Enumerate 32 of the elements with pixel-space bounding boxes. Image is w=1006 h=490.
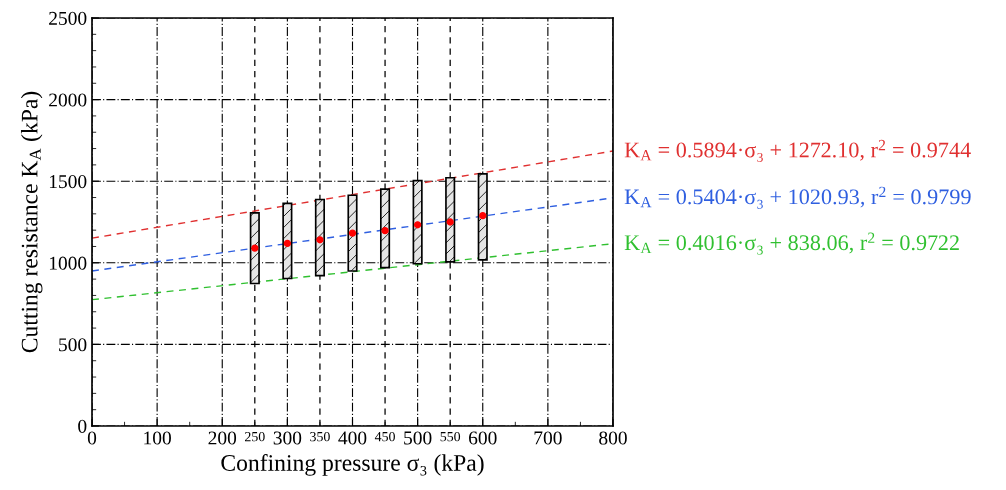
point	[479, 211, 487, 220]
ref-line-label: 250	[245, 431, 265, 442]
y-tick-label: 1500	[49, 175, 87, 189]
point	[283, 239, 292, 248]
point	[348, 229, 357, 237]
series-label: K$_{A}$ = 0.5894·σ₃ + 1272.10, r$^{2}$ = 0.9744	[624, 139, 971, 162]
x-axis-title: Confining pressure σ₃ (kPa)	[221, 454, 484, 476]
y-tick-label: 2000	[49, 93, 87, 107]
point	[446, 218, 454, 226]
point	[381, 227, 389, 235]
series-label: K$_{A}$ = 0.5404·σ₃ + 1020.93, r$^{2}$ = 0.9799	[624, 186, 971, 209]
ref-line-label: 350	[310, 431, 330, 442]
y-axis-title: Cutting resistance K$_{A}$ (kPa)	[20, 91, 43, 353]
point	[413, 221, 422, 229]
x-tick-label: 400	[338, 431, 367, 445]
point	[316, 236, 324, 244]
y-tick-label: 0	[78, 419, 87, 433]
x-tick-label: 200	[208, 431, 237, 445]
x-tick-label: 300	[273, 431, 302, 445]
x-tick-label: 700	[534, 431, 562, 445]
series-label: K$_{A}$ = 0.4016·σ₃ + 838.06, r$^{2}$ = 0.9722	[624, 232, 959, 255]
point	[251, 244, 259, 252]
x-tick-label: 500	[404, 431, 432, 445]
y-tick-label: 2500	[49, 11, 87, 25]
y-tick-label: 500	[59, 338, 87, 352]
x-tick-label: 600	[469, 431, 497, 445]
y-tick-label: 1000	[49, 256, 87, 270]
ref-line-label: 450	[374, 431, 395, 442]
ref-line-label: 550	[440, 431, 461, 442]
x-tick-label: 800	[599, 431, 627, 445]
x-tick-label: 100	[144, 431, 171, 445]
x-tick-label: 0	[87, 431, 97, 445]
